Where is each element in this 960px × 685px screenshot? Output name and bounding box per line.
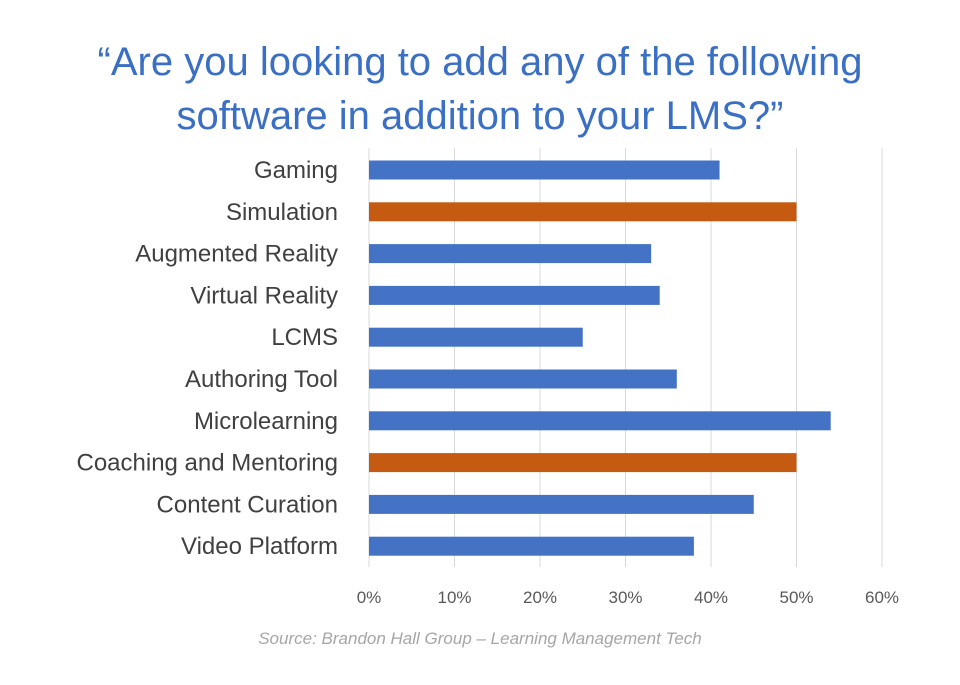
category-label: LCMS — [271, 324, 338, 351]
x-tick-label: 50% — [779, 588, 813, 607]
category-label: Virtual Reality — [190, 282, 338, 309]
x-tick-label: 0% — [357, 588, 382, 607]
chart-title-line-2: software in addition to your LMS?” — [176, 94, 784, 138]
x-tick-label: 30% — [608, 588, 642, 607]
bar — [369, 536, 694, 556]
bar — [369, 285, 660, 305]
source-note: Source: Brandon Hall Group – Learning Ma… — [258, 629, 702, 648]
bar — [369, 494, 754, 514]
bar — [369, 160, 720, 180]
category-label: Authoring Tool — [185, 366, 338, 393]
category-label: Content Curation — [157, 491, 338, 518]
category-label: Augmented Reality — [135, 241, 338, 268]
bar — [369, 453, 797, 473]
category-label: Coaching and Mentoring — [76, 450, 338, 477]
x-tick-label: 60% — [865, 588, 899, 607]
x-tick-label: 10% — [437, 588, 471, 607]
category-label: Simulation — [226, 199, 338, 226]
category-label: Microlearning — [194, 408, 338, 435]
category-label: Gaming — [254, 157, 338, 184]
x-tick-label: 20% — [523, 588, 557, 607]
bar — [369, 202, 797, 222]
chart-title-line-1: “Are you looking to add any of the follo… — [97, 40, 863, 84]
bar — [369, 411, 831, 431]
category-label: Video Platform — [181, 533, 338, 560]
bar — [369, 327, 583, 347]
bar — [369, 244, 652, 264]
bar — [369, 369, 677, 389]
x-tick-label: 40% — [694, 588, 728, 607]
